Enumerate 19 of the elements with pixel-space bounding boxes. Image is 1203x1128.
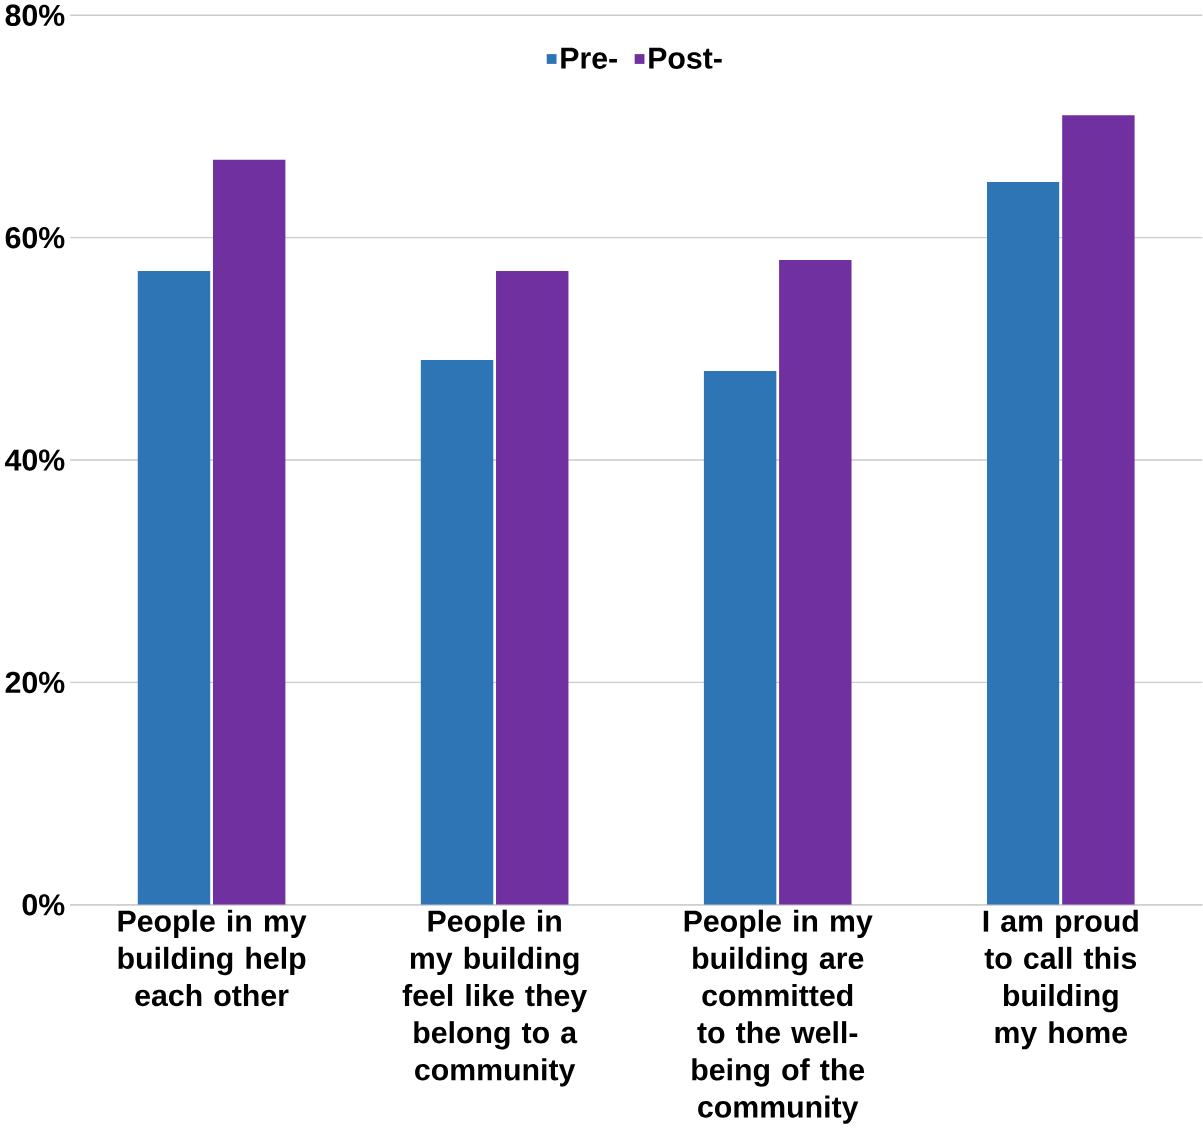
bar bbox=[779, 259, 852, 905]
x-tick-label: People in my building are committed to the well-being of the community bbox=[684, 909, 873, 1124]
bar bbox=[420, 359, 494, 905]
bar bbox=[986, 181, 1060, 905]
bar bbox=[703, 370, 777, 905]
y-tick-label: 60% bbox=[5, 226, 65, 249]
legend-label: Pre- bbox=[561, 47, 617, 69]
y-tick-label: 40% bbox=[5, 449, 65, 471]
bar bbox=[137, 270, 211, 905]
bar bbox=[212, 159, 286, 905]
y-tick-label: 20% bbox=[5, 671, 65, 694]
bar bbox=[1062, 115, 1135, 905]
y-tick-label: 0% bbox=[22, 893, 65, 916]
x-tick-label: I am proud to call this building my home bbox=[983, 909, 1138, 1050]
legend-label: Post- bbox=[649, 47, 722, 69]
x-tick-label: People in my building feel like they belong to a community bbox=[402, 909, 588, 1087]
bar bbox=[496, 270, 569, 905]
y-tick-label: 80% bbox=[5, 4, 65, 26]
x-tick-label: People in my building help each other bbox=[118, 909, 307, 1007]
